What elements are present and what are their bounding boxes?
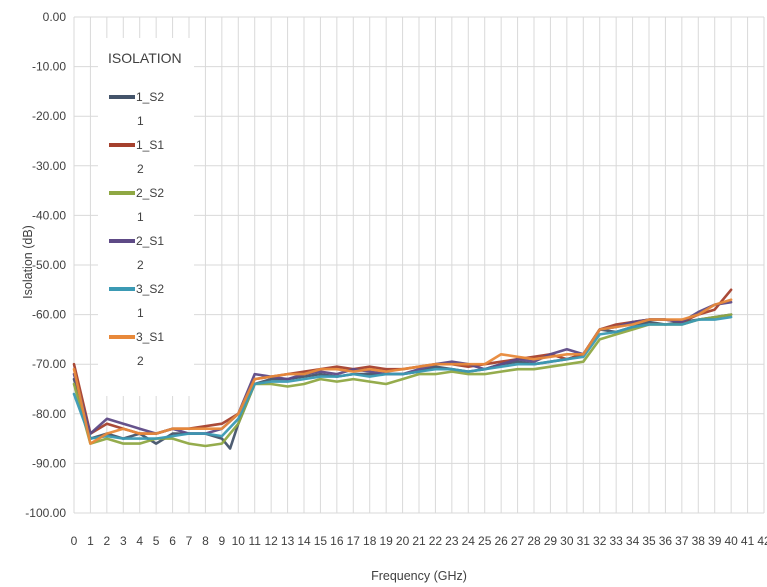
x-tick-label: 42 [757, 534, 767, 548]
x-tick-label: 11 [248, 534, 261, 548]
legend-entry-suffix: 1 [137, 210, 144, 224]
x-tick-label: 35 [642, 534, 656, 548]
series-line [72, 313, 733, 448]
x-tick-label: 16 [330, 534, 344, 548]
x-tick-label: 29 [544, 534, 558, 548]
series-lines [72, 288, 733, 450]
x-tick-label: 10 [232, 534, 246, 548]
legend-entry-suffix: 1 [137, 306, 144, 320]
legend-entry-label: 3_S2 [136, 282, 164, 296]
y-tick-label: -40.00 [32, 208, 66, 222]
series-line [72, 315, 733, 440]
x-tick-label: 20 [396, 534, 410, 548]
x-tick-label: 27 [511, 534, 525, 548]
y-tick-label: 0.00 [43, 10, 67, 24]
y-tick-label: -60.00 [32, 308, 66, 322]
x-tick-label: 38 [692, 534, 706, 548]
legend-entry-suffix: 1 [137, 114, 144, 128]
x-tick-label: 24 [462, 534, 476, 548]
x-tick-label: 19 [379, 534, 393, 548]
x-tick-label: 25 [478, 534, 492, 548]
legend-title: ISOLATION [108, 50, 182, 66]
x-tick-label: 12 [264, 534, 278, 548]
x-tick-label: 39 [708, 534, 722, 548]
legend-entry-label: 3_S1 [136, 330, 164, 344]
x-tick-label: 33 [609, 534, 623, 548]
x-tick-label: 0 [71, 534, 78, 548]
x-tick-label: 1 [87, 534, 94, 548]
x-tick-label: 3 [120, 534, 127, 548]
x-tick-label: 40 [724, 534, 738, 548]
x-tick-label: 7 [186, 534, 193, 548]
y-tick-label: -70.00 [32, 357, 66, 371]
y-tick-label: -50.00 [32, 258, 66, 272]
x-tick-label: 8 [202, 534, 209, 548]
legend-entry-label: 2_S1 [136, 234, 164, 248]
x-axis-title: Frequency (GHz) [371, 569, 467, 583]
y-axis-title: Isolation (dB) [21, 225, 35, 299]
legend: ISOLATION 1_S2 1 1_S1 2 2_S2 1 2_S1 2 3_S2 1 3_S1 2 [98, 38, 194, 396]
x-tick-label: 36 [659, 534, 673, 548]
x-tick-label: 30 [560, 534, 574, 548]
x-tick-label: 6 [169, 534, 176, 548]
x-tick-label: 9 [219, 534, 226, 548]
x-tick-label: 34 [626, 534, 640, 548]
x-tick-label: 26 [494, 534, 508, 548]
x-tick-label: 23 [445, 534, 459, 548]
x-tick-label: 5 [153, 534, 160, 548]
legend-entry-suffix: 2 [137, 162, 144, 176]
x-tick-label: 37 [675, 534, 689, 548]
y-tick-label: -80.00 [32, 407, 66, 421]
legend-entry-suffix: 2 [137, 258, 144, 272]
x-tick-label: 28 [527, 534, 541, 548]
y-tick-label: -30.00 [32, 159, 66, 173]
y-tick-labels: 0.00 -10.00 -20.00 -30.00 -40.00 -50.00 -60.00… [25, 10, 66, 520]
x-tick-labels: 0 1 2 3 4 5 6 7 8 9 10 11 12 13 14 15 16 17 18 19 20 21 22 23 24… [71, 534, 767, 548]
x-tick-label: 14 [297, 534, 311, 548]
x-tick-label: 15 [314, 534, 328, 548]
x-tick-label: 18 [363, 534, 377, 548]
x-tick-label: 22 [429, 534, 443, 548]
x-tick-label: 41 [741, 534, 755, 548]
y-tick-label: -10.00 [32, 60, 66, 74]
series-line [72, 298, 733, 445]
legend-entry-label: 2_S2 [136, 186, 164, 200]
x-tick-label: 17 [347, 534, 361, 548]
legend-entry-suffix: 2 [137, 354, 144, 368]
legend-entry-label: 1_S1 [136, 138, 164, 152]
x-tick-label: 4 [136, 534, 143, 548]
x-tick-label: 2 [104, 534, 111, 548]
x-tick-label: 21 [412, 534, 426, 548]
x-tick-label: 31 [577, 534, 591, 548]
x-tick-label: 13 [281, 534, 295, 548]
legend-entry-label: 1_S2 [136, 90, 164, 104]
y-tick-label: -20.00 [32, 109, 66, 123]
x-tick-label: 32 [593, 534, 607, 548]
y-tick-label: -100.00 [25, 506, 66, 520]
y-tick-label: -90.00 [32, 456, 66, 470]
